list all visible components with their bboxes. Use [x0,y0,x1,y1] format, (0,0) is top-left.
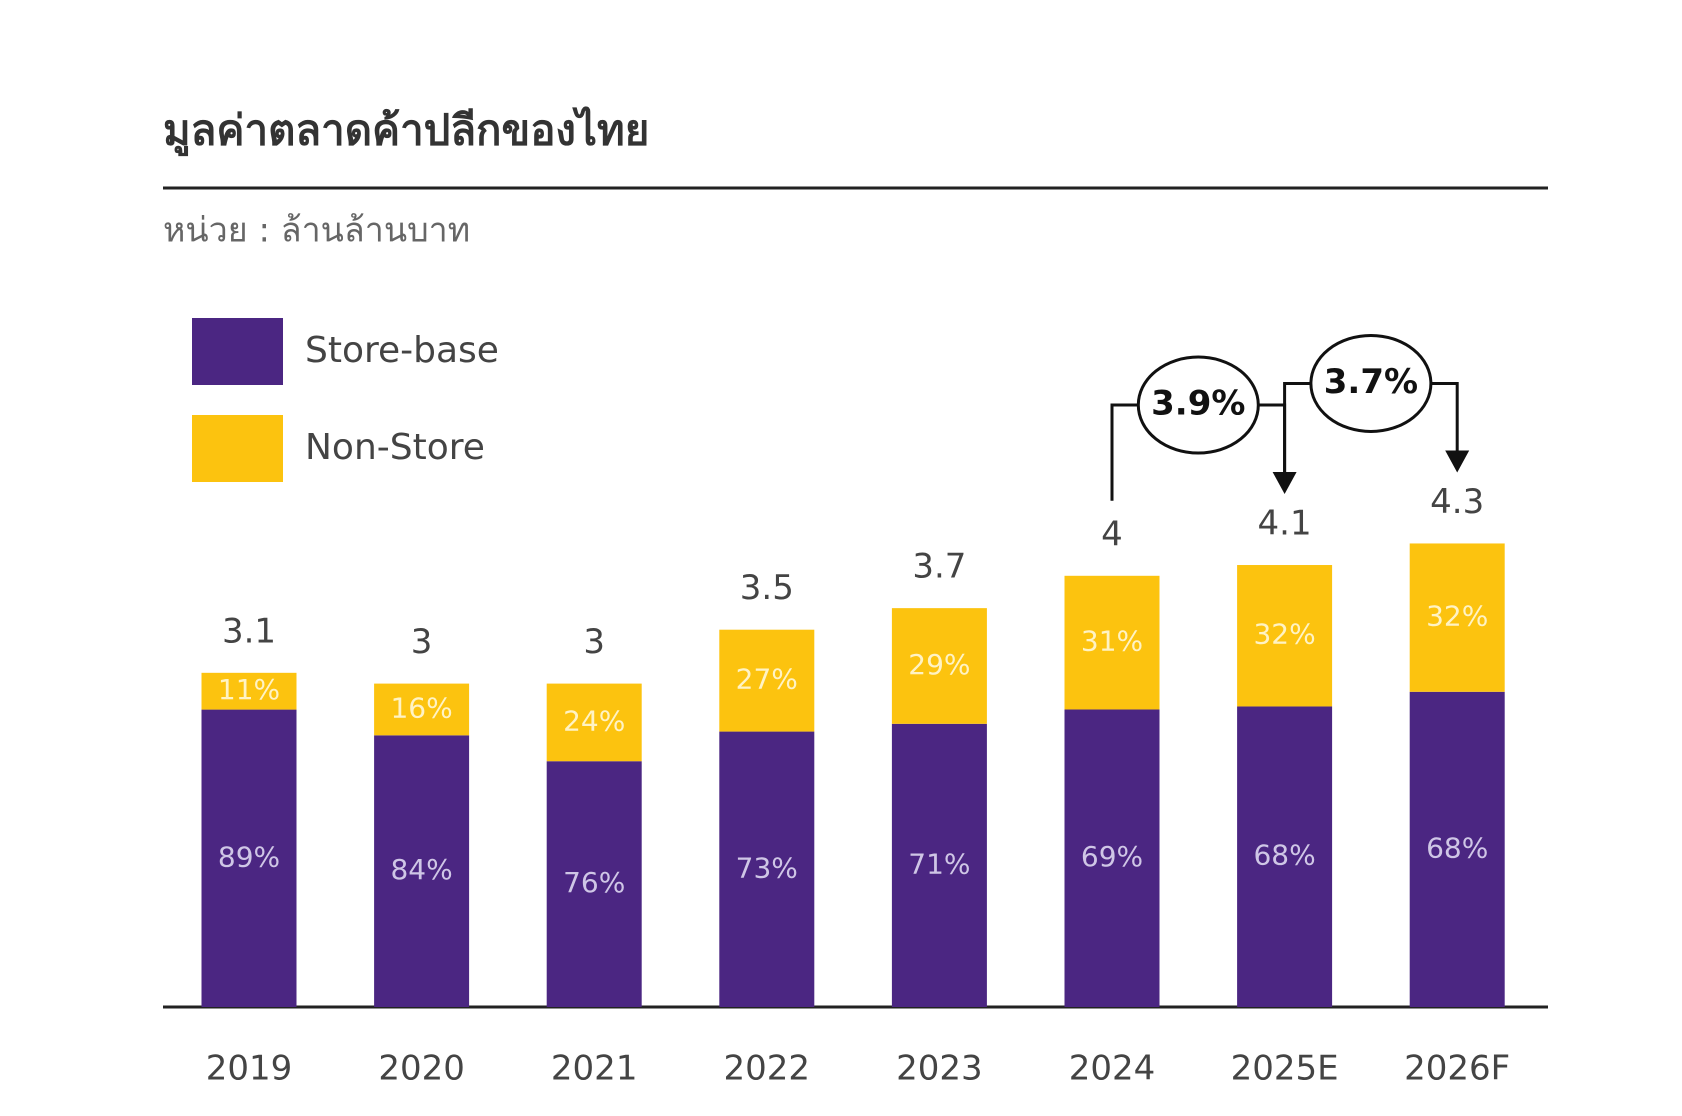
legend-swatch [192,415,283,482]
bar-segment [201,709,297,1007]
bar-segment [1409,691,1505,1007]
bar-segment [546,683,642,762]
growth-label: 3.7% [1324,362,1418,402]
total-label: 3 [583,622,605,662]
bar-segment [374,735,470,1007]
x-tick-label: 2019 [206,1049,293,1089]
growth-circle [1309,333,1433,433]
growth-circle [1136,355,1260,455]
segment-label: 76% [563,866,625,899]
legend-label: Non-Store [305,427,485,468]
bar-segment [891,608,987,724]
bar-segment [719,731,815,1007]
segment-label: 84% [390,853,452,886]
bar-segment [891,723,987,1007]
segment-label: 32% [1426,600,1488,633]
arrow-head [1445,450,1470,473]
x-tick-label: 2022 [724,1049,811,1089]
segment-label: 69% [1081,840,1143,873]
legend-swatch [192,318,283,385]
bar-segment [1237,706,1333,1007]
x-tick-label: 2021 [551,1049,638,1089]
segment-label: 68% [1253,839,1315,872]
segment-label: 24% [563,704,625,737]
growth-arrow [1283,381,1459,491]
segment-label: 89% [218,840,280,873]
bar-segment [719,629,815,732]
segment-label: 11% [218,673,280,706]
segment-label: 32% [1253,618,1315,651]
total-label: 4.1 [1258,504,1312,544]
bar-segment [1237,565,1333,707]
growth-label: 3.9% [1151,384,1245,424]
subtitle: หน่วย : ล้านล้านบาท [163,211,470,251]
segment-label: 27% [736,663,798,696]
total-label: 3.5 [740,568,794,608]
x-tick-label: 2020 [378,1049,465,1089]
x-tick-label: 2024 [1069,1049,1156,1089]
x-tick-label: 2026F [1404,1049,1510,1089]
total-label: 4.3 [1430,482,1484,522]
total-label: 3 [411,622,433,662]
chart-title: มูลค่าตลาดค้าปลีกของไทย [163,106,649,157]
segment-label: 68% [1426,831,1488,864]
total-label: 4 [1101,514,1123,554]
bar-segment [374,683,470,736]
x-tick-label: 2025E [1231,1049,1339,1089]
bar-segment [1409,543,1505,692]
segment-label: 16% [390,691,452,724]
x-tick-label: 2023 [896,1049,983,1089]
bar-segment [201,672,297,710]
bar-segment [1064,709,1160,1007]
segment-label: 73% [736,851,798,884]
total-label: 3.1 [222,611,276,651]
bar-segment [1064,575,1160,710]
legend-label: Store-base [305,330,499,371]
segment-label: 71% [908,847,970,880]
total-label: 3.7 [912,547,966,587]
segment-label: 31% [1081,625,1143,658]
segment-label: 29% [908,648,970,681]
bar-segment [546,761,642,1007]
